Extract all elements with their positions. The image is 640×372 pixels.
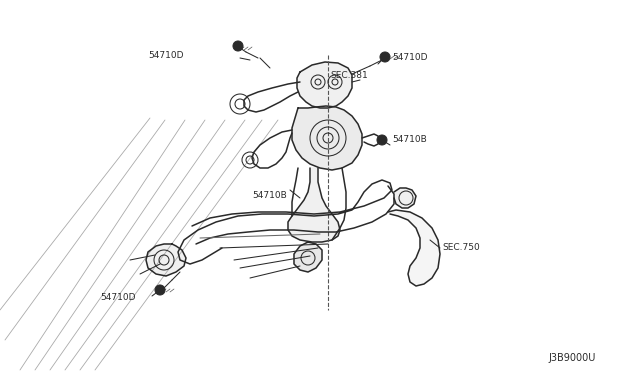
Circle shape xyxy=(380,52,390,62)
Polygon shape xyxy=(294,242,322,272)
Polygon shape xyxy=(394,188,416,208)
Polygon shape xyxy=(297,62,352,108)
Circle shape xyxy=(233,41,243,51)
Polygon shape xyxy=(292,106,362,170)
Text: 54710D: 54710D xyxy=(100,294,136,302)
Polygon shape xyxy=(146,244,186,276)
Text: 54710B: 54710B xyxy=(392,135,427,144)
Text: J3B9000U: J3B9000U xyxy=(548,353,595,363)
Polygon shape xyxy=(288,168,340,242)
Text: 54710D: 54710D xyxy=(148,51,184,61)
Text: SEC.750: SEC.750 xyxy=(442,244,480,253)
Text: 54710B: 54710B xyxy=(252,192,287,201)
Text: SEC.381: SEC.381 xyxy=(330,71,368,80)
Circle shape xyxy=(377,135,387,145)
Polygon shape xyxy=(388,210,440,286)
Circle shape xyxy=(155,285,165,295)
Text: 54710D: 54710D xyxy=(392,52,428,61)
